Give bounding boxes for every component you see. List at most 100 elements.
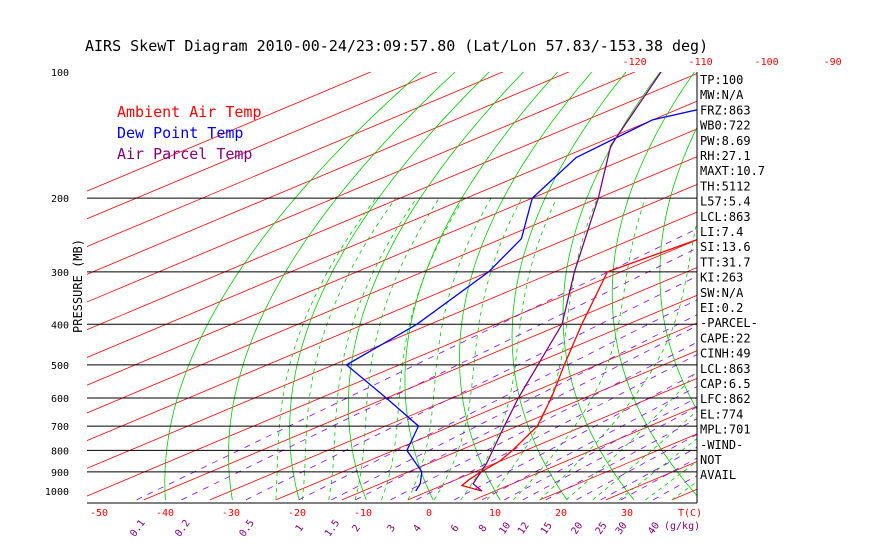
index-entry: LCL:863 bbox=[700, 362, 751, 376]
mixing-ratio-label: 10 bbox=[497, 520, 513, 536]
isotherm-line bbox=[87, 156, 697, 414]
index-entry: WB0:722 bbox=[700, 119, 751, 133]
mixing-ratio-label: 30 bbox=[614, 520, 630, 536]
series-line-ambient-air-temp bbox=[460, 238, 697, 492]
isotherm-line bbox=[87, 72, 372, 192]
temperature-unit-label: T(C) bbox=[678, 508, 702, 519]
dry-adiabat-line bbox=[348, 72, 524, 501]
moist-adiabat-line bbox=[645, 460, 697, 501]
isotherm-line bbox=[804, 63, 870, 500]
mixing-ratio-label: 2 bbox=[350, 523, 362, 534]
series-line-air-parcel-temp bbox=[472, 72, 662, 492]
moist-adiabat-line bbox=[301, 197, 397, 500]
index-entry: -WIND- bbox=[700, 438, 743, 452]
bottom-temperature-tick-label: -20 bbox=[288, 508, 306, 519]
index-entry: NOT bbox=[700, 453, 722, 467]
index-entry: LCL:863 bbox=[700, 210, 751, 224]
index-entry: LFC:862 bbox=[700, 392, 751, 406]
index-entry: AVAIL bbox=[700, 468, 736, 482]
bottom-temperature-tick-label: -40 bbox=[156, 508, 174, 519]
dry-adiabat-line bbox=[228, 72, 456, 500]
isotherm-line bbox=[87, 100, 697, 358]
moist-adiabat-line bbox=[513, 197, 646, 501]
index-entry: RH:27.1 bbox=[700, 149, 751, 163]
legend-entry: Dew Point Temp bbox=[117, 124, 243, 142]
legend-entry: Ambient Air Temp bbox=[117, 103, 262, 121]
isotherm-line bbox=[87, 128, 697, 386]
mixing-ratio-label: 12 bbox=[516, 520, 532, 536]
isotherm-line bbox=[87, 211, 697, 469]
isotherm-line bbox=[87, 72, 438, 220]
mixing-ratio-line bbox=[522, 406, 697, 501]
mixing-ratio-label: 8 bbox=[477, 523, 489, 534]
mixing-ratio-label: 4 bbox=[411, 523, 423, 534]
top-temperature-tick-label: -110 bbox=[689, 57, 713, 68]
isotherm-line bbox=[738, 63, 870, 500]
moist-adiabat-line bbox=[566, 370, 697, 501]
mixing-ratio-label: 1 bbox=[294, 523, 306, 534]
isotherm-line bbox=[87, 72, 570, 275]
index-entry: SW:N/A bbox=[700, 286, 744, 300]
mixing-ratio-line bbox=[504, 397, 697, 501]
pressure-tick-label: 200 bbox=[51, 194, 69, 205]
bottom-temperature-tick-label: 20 bbox=[555, 508, 567, 519]
pressure-tick-label: 400 bbox=[51, 320, 69, 331]
mixing-ratio-line bbox=[331, 314, 697, 501]
pressure-tick-label: 700 bbox=[51, 422, 69, 433]
isotherm-line bbox=[143, 267, 697, 501]
dry-adiabat-line bbox=[164, 72, 422, 500]
mixing-ratio-label: 25 bbox=[594, 520, 610, 536]
mixing-ratio-label: 0.5 bbox=[238, 518, 257, 539]
bottom-temperature-tick-label: 0 bbox=[426, 508, 432, 519]
mixing-ratio-label: 1.5 bbox=[323, 518, 342, 539]
index-entry: MAXT:10.7 bbox=[700, 164, 765, 178]
bottom-temperature-tick-label: 30 bbox=[621, 508, 633, 519]
top-temperature-tick-label: -120 bbox=[623, 57, 647, 68]
dry-adiabat-line bbox=[659, 126, 697, 411]
bottom-temperature-tick-label: -50 bbox=[90, 508, 108, 519]
index-entry: EL:774 bbox=[700, 407, 743, 421]
index-entry: -PARCEL- bbox=[700, 316, 758, 330]
isotherm-line bbox=[87, 72, 636, 303]
index-entry: EI:0.2 bbox=[700, 301, 743, 315]
index-entry: CAP:6.5 bbox=[700, 377, 751, 391]
dry-adiabat-line bbox=[562, 72, 661, 501]
top-temperature-tick-label: -100 bbox=[755, 57, 779, 68]
index-entry: CINH:49 bbox=[700, 347, 751, 361]
mixing-ratio-line bbox=[454, 372, 697, 501]
mixing-ratio-label: 20 bbox=[569, 520, 585, 536]
mixing-ratio-line bbox=[181, 247, 697, 501]
pressure-tick-label: 800 bbox=[51, 446, 69, 457]
isotherm-line bbox=[341, 350, 697, 501]
dry-adiabat-line bbox=[751, 72, 870, 500]
dry-adiabat-line bbox=[289, 72, 490, 501]
moist-adiabat-line bbox=[407, 197, 492, 501]
isotherm-line bbox=[275, 322, 697, 501]
mixing-ratio-line bbox=[245, 275, 697, 501]
index-entry: TT:31.7 bbox=[700, 255, 751, 269]
moist-adiabat-line bbox=[328, 197, 418, 500]
pressure-tick-label: 1000 bbox=[45, 487, 69, 498]
pressure-tick-label: 100 bbox=[51, 68, 69, 79]
pressure-tick-label: 900 bbox=[51, 468, 69, 479]
moist-adiabat-line bbox=[381, 197, 465, 501]
pressure-tick-label: 600 bbox=[51, 394, 69, 405]
index-entry: MPL:701 bbox=[700, 423, 751, 437]
moist-adiabat-line bbox=[592, 410, 697, 501]
moist-adiabat-line bbox=[618, 438, 697, 501]
mixing-ratio-line bbox=[481, 386, 697, 501]
isotherm-line bbox=[407, 378, 697, 501]
chart-title: AIRS SkewT Diagram 2010-00-24/23:09:57.8… bbox=[85, 37, 708, 55]
index-entry: TH:5112 bbox=[700, 179, 751, 193]
moist-adiabat-line bbox=[539, 219, 697, 501]
index-entry: CAPE:22 bbox=[700, 331, 751, 345]
isotherm-line bbox=[87, 183, 697, 442]
mixing-ratio-line bbox=[298, 299, 697, 501]
top-temperature-tick-label: -90 bbox=[824, 57, 842, 68]
isobar-layer bbox=[87, 197, 697, 473]
dry-adiabat-line bbox=[795, 72, 870, 500]
legend-entry: Air Parcel Temp bbox=[117, 145, 252, 163]
mixing-ratio-line bbox=[355, 325, 697, 501]
